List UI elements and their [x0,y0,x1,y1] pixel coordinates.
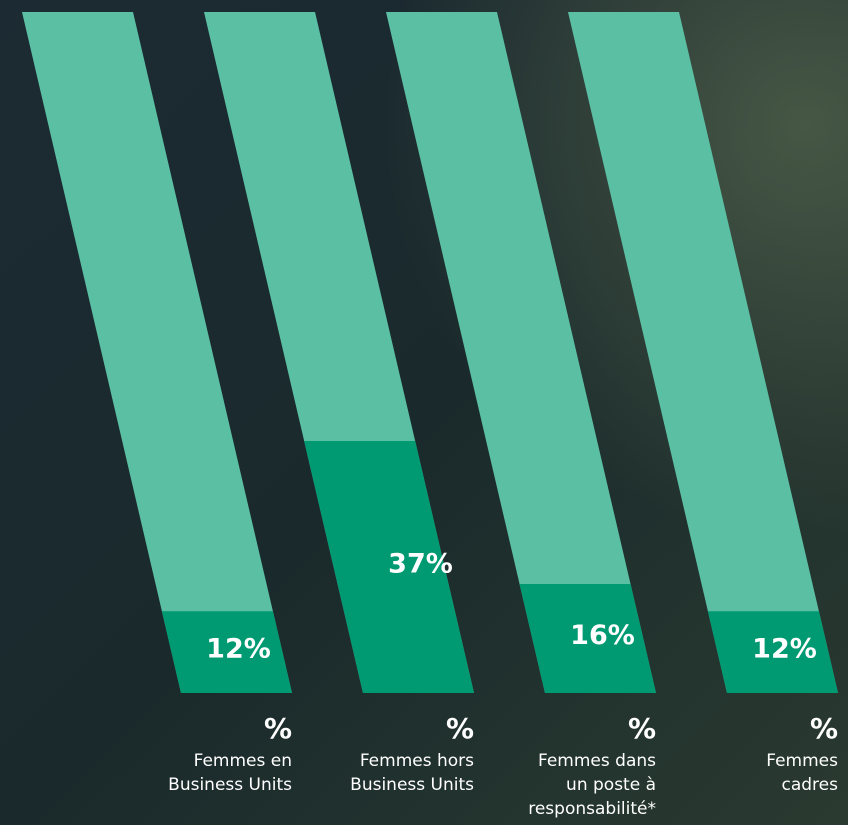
bar-background [386,12,656,693]
bar [707,611,838,693]
category-label: Femmes [766,751,838,771]
category-label: Femmes hors [360,751,474,771]
unit-label: % [264,712,292,745]
value-label: 12% [206,634,271,665]
unit-label: % [810,712,838,745]
bar-background [568,12,838,693]
bar [161,611,292,693]
unit-label: % [446,712,474,745]
value-label: 12% [752,634,817,665]
category-label: cadres [782,775,839,795]
category-label: Business Units [350,775,474,795]
bar-background [22,12,292,693]
bar [519,584,656,693]
category-label: Femmes dans [538,751,656,771]
bar [304,441,474,693]
category-label: responsabilité* [528,799,656,819]
value-label: 37% [388,549,453,580]
value-label: 16% [570,620,635,651]
category-label: un poste à [566,775,656,795]
unit-label: % [628,712,656,745]
category-label: Femmes en [194,751,292,771]
category-label: Business Units [168,775,292,795]
